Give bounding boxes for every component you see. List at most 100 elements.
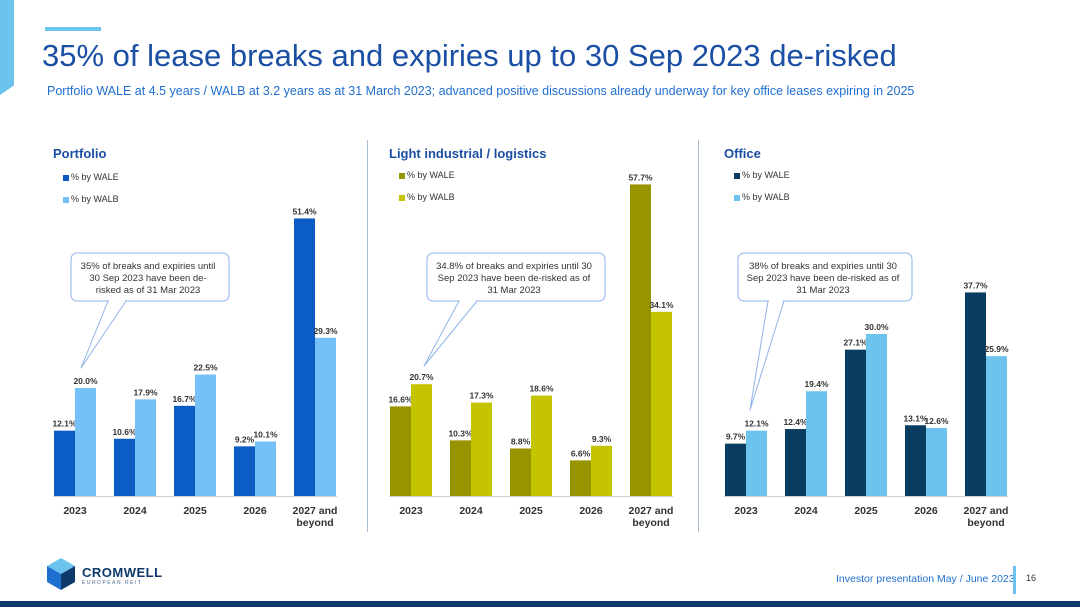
bar-walb <box>471 402 492 496</box>
data-label: 51.4% <box>292 206 317 216</box>
x-tick-label: 2024 <box>123 505 147 517</box>
legend-swatch <box>399 194 405 201</box>
callout-box <box>426 252 606 302</box>
data-label: 10.3% <box>448 428 473 438</box>
bar-walb <box>411 384 432 496</box>
bottom-band <box>0 601 1080 607</box>
bar-wale <box>570 460 591 496</box>
x-tick-label: beyond <box>632 517 669 529</box>
logo-tagline: EUROPEAN REIT <box>82 580 143 586</box>
x-tick-label: 2024 <box>794 505 818 517</box>
data-label: 57.7% <box>628 172 653 182</box>
bar-wale <box>390 406 411 496</box>
x-tick-label: 2026 <box>579 505 603 517</box>
page-number: 16 <box>1026 573 1037 583</box>
legend-label: % by WALE <box>407 170 455 180</box>
data-label: 34.1% <box>649 300 674 310</box>
x-tick-label: 2027 and <box>629 505 674 517</box>
bar-walb <box>195 374 216 496</box>
chart-office: Office % by WALE % by WALB 9.7% 12.1% 2023… <box>724 140 1024 535</box>
x-tick-label: 2025 <box>183 505 207 517</box>
footer-text: Investor presentation May / June 2023 <box>836 573 1015 585</box>
legend-swatch <box>399 172 405 179</box>
data-label: 27.1% <box>843 338 868 348</box>
chart-svg: 16.6% 20.7% 2023 10.3% 17.3% 2024 8.8% 18.6% 202… <box>388 172 674 529</box>
bar-walb <box>75 388 96 496</box>
logo-wordmark: CROMWELL <box>82 565 163 580</box>
bar-wale <box>785 429 806 496</box>
data-label: 9.2% <box>235 434 255 444</box>
chart-title: Portfolio <box>53 146 107 161</box>
bar-wale <box>965 292 986 496</box>
chart-light-industrial: Light industrial / logistics % by WALE %… <box>388 140 689 535</box>
legend-item-walb: % by WALB <box>399 192 455 202</box>
bar-walb <box>926 427 947 496</box>
legend-swatch <box>63 174 69 181</box>
cromwell-cube-icon <box>47 558 75 590</box>
legend-label: % by WALE <box>71 172 119 182</box>
panel-divider <box>698 140 699 532</box>
legend-item-wale: % by WALE <box>399 170 455 180</box>
x-tick-label: 2027 and <box>964 505 1009 517</box>
panel-divider <box>367 140 368 532</box>
bar-walb <box>746 430 767 496</box>
legend-item-wale: % by WALE <box>734 170 790 180</box>
legend-label: % by WALB <box>71 194 119 204</box>
bar-walb <box>135 399 156 496</box>
chart-portfolio: Portfolio % by WALE % by WALB 12.1% 20.0%… <box>52 140 353 535</box>
callout-box <box>70 252 230 302</box>
callout-text: 34.8% of breaks and expiries until 30 Se… <box>436 261 592 296</box>
x-tick-label: 2025 <box>519 505 543 517</box>
bar-wale <box>510 448 531 496</box>
callout-pointer <box>80 300 127 369</box>
data-label: 17.3% <box>469 391 494 401</box>
left-accent-bar <box>0 0 14 95</box>
data-label: 18.6% <box>529 384 554 394</box>
x-tick-label: beyond <box>296 517 333 529</box>
legend-label: % by WALB <box>742 192 790 202</box>
callout-text: 38% of breaks and expiries until 30 Sep … <box>746 261 900 296</box>
data-label: 16.6% <box>388 394 413 404</box>
x-tick-label: beyond <box>967 517 1004 529</box>
data-label: 17.9% <box>133 387 158 397</box>
legend-swatch <box>63 196 69 203</box>
data-label: 19.4% <box>804 379 829 389</box>
callout-text: 35% of breaks and expiries until 30 Sep … <box>80 261 216 296</box>
bar-walb <box>315 337 336 496</box>
data-label: 12.1% <box>52 419 77 429</box>
bar-wale <box>725 443 746 496</box>
bar-wale <box>450 440 471 496</box>
data-label: 8.8% <box>511 436 531 446</box>
data-label: 9.7% <box>726 432 746 442</box>
bar-walb <box>866 334 887 496</box>
callout-pointer <box>423 300 478 367</box>
callout-pointer <box>749 300 785 411</box>
chart-svg: 12.1% 20.0% 2023 10.6% 17.9% 2024 16.7% 22.5% 20… <box>52 206 338 529</box>
legend-label: % by WALB <box>407 192 455 202</box>
title-accent-rule <box>45 27 101 31</box>
legend-swatch <box>734 194 740 201</box>
data-label: 9.3% <box>592 434 612 444</box>
legend-swatch <box>734 172 740 179</box>
bar-walb <box>591 445 612 496</box>
bar-wale <box>294 218 315 496</box>
bar-wale <box>114 438 135 496</box>
bar-wale <box>845 349 866 496</box>
x-tick-label: 2024 <box>459 505 483 517</box>
page-subtitle: Portfolio WALE at 4.5 years / WALB at 3.… <box>47 84 915 98</box>
bar-walb <box>531 395 552 496</box>
data-label: 12.4% <box>783 417 808 427</box>
x-tick-label: 2023 <box>63 505 87 517</box>
data-label: 12.6% <box>924 416 949 426</box>
bar-walb <box>986 356 1007 496</box>
bar-walb <box>806 391 827 496</box>
bar-wale <box>630 184 651 497</box>
data-label: 30.0% <box>864 322 889 332</box>
bar-walb <box>255 441 276 496</box>
data-label: 37.7% <box>963 280 988 290</box>
chart-title: Light industrial / logistics <box>389 146 547 161</box>
chart-svg: 9.7% 12.1% 2023 12.4% 19.4% 2024 27.1% 30.0% 202… <box>724 252 1009 529</box>
legend-item-walb: % by WALB <box>63 194 119 204</box>
callout-box <box>737 252 913 302</box>
chart-title: Office <box>724 146 761 161</box>
